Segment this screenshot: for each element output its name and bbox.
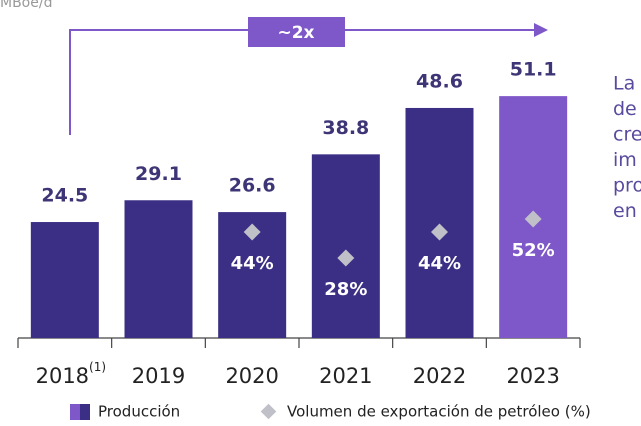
side-text: en: [613, 200, 637, 222]
value-label: 28%: [324, 279, 367, 300]
x-tick-label: 2018(1): [36, 360, 106, 389]
value-label: 44%: [418, 253, 461, 274]
bar: [405, 107, 474, 339]
value-label: 44%: [231, 253, 274, 274]
superscript: (1): [89, 360, 106, 374]
value-label: 48.6: [416, 70, 463, 92]
side-text: cre: [613, 124, 641, 146]
annotation-box: [248, 17, 345, 47]
legend-swatch: [80, 404, 90, 420]
value-label: 52%: [512, 240, 555, 261]
side-text: La: [613, 73, 635, 95]
category: 2023: [506, 364, 559, 388]
legend-diamond: [260, 403, 277, 420]
bar: [311, 154, 380, 338]
value-label: 24.5: [41, 185, 88, 207]
value-label: 26.6: [229, 175, 276, 197]
arrow-head: [534, 23, 548, 37]
category: 2018: [36, 364, 89, 388]
side-text: pro: [613, 175, 641, 197]
category: 2022: [413, 364, 466, 388]
legend-label: Volumen de exportación de petróleo (%): [287, 403, 591, 421]
category: 2021: [319, 364, 372, 388]
bar: [124, 200, 193, 338]
x-tick-label: 2020: [225, 364, 278, 388]
category: 2020: [225, 364, 278, 388]
annotation: ~2x: [277, 23, 314, 43]
x-tick-label: 2019: [132, 364, 185, 388]
value-label: 38.8: [322, 117, 369, 139]
diamond-marker: [243, 223, 261, 241]
side-text: de: [613, 98, 637, 120]
y-axis-label: MBoe/d: [0, 0, 52, 11]
x-tick-label: 2022: [413, 364, 466, 388]
x-tick-label: 2023: [506, 364, 559, 388]
side-text: im: [613, 149, 637, 171]
x-tick-label: 2021: [319, 364, 372, 388]
value-label: 51.1: [510, 59, 557, 81]
legend-label: Producción: [98, 403, 180, 421]
legend-swatch: [70, 404, 80, 420]
bar: [30, 222, 99, 338]
growth-arrow: [69, 29, 538, 135]
value-label: 29.1: [135, 163, 182, 185]
diamond-marker: [431, 223, 448, 241]
diamond-marker: [524, 210, 542, 228]
diamond-marker: [337, 249, 355, 267]
category: 2019: [132, 364, 185, 388]
